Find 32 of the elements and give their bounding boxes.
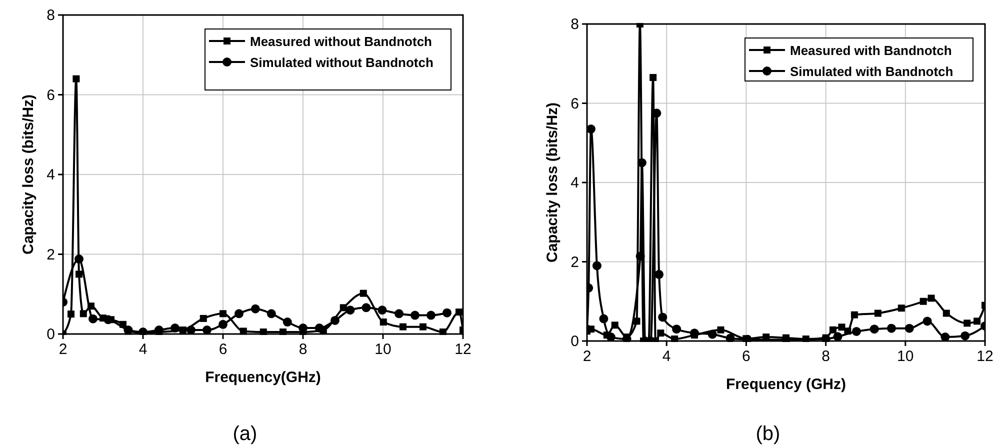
x-tick-label: 10 — [374, 341, 392, 358]
x-tick-label: 6 — [742, 348, 750, 365]
y-tick-label: 0 — [46, 326, 55, 343]
y-tick-label: 4 — [46, 166, 55, 184]
y-tick-label: 8 — [46, 7, 55, 24]
text: (b) — [756, 423, 780, 445]
legend-label: Measured without Bandnotch — [250, 34, 432, 49]
y-tick-label: 2 — [570, 254, 579, 271]
y-tick-label: 4 — [570, 174, 579, 192]
x-tick-label: 4 — [662, 348, 671, 365]
legend-label: Simulated with Bandnotch — [790, 64, 954, 79]
x-tick-label: 4 — [138, 341, 148, 358]
x-axis-title: Frequency (GHz) — [726, 376, 846, 393]
text: (a) — [232, 423, 258, 445]
x-tick-label: 8 — [822, 348, 830, 365]
x-tick-label: 12 — [454, 341, 472, 358]
x-axis-title: Frequency(GHz) — [205, 369, 321, 386]
legend-label: Measured with Bandnotch — [790, 43, 952, 58]
y-tick-label: 0 — [570, 333, 579, 350]
x-tick-label: 2 — [582, 348, 592, 365]
x-tick-label: 10 — [897, 348, 914, 365]
legend-label: Simulated without Bandnotch — [250, 55, 434, 70]
y-tick-label: 2 — [46, 246, 55, 264]
x-tick-label: 6 — [218, 341, 228, 358]
y-axis-title: Capacity loss (bits/Hz) — [544, 102, 561, 263]
y-axis-title: Capacity loss (bits/Hz) — [20, 94, 37, 255]
x-tick-label: 2 — [58, 341, 68, 358]
y-tick-label: 6 — [46, 86, 55, 104]
x-tick-label: 8 — [298, 341, 308, 358]
x-tick-label: 12 — [976, 348, 994, 365]
y-tick-label: 8 — [570, 16, 579, 33]
y-tick-label: 6 — [570, 95, 579, 112]
